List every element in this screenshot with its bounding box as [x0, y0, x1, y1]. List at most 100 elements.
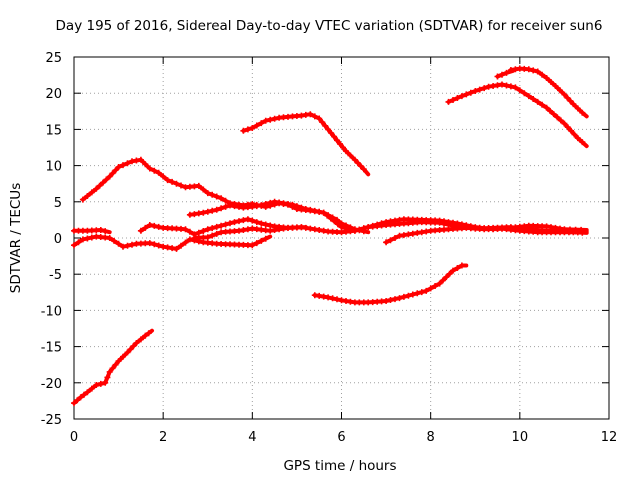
x-tick-label: 6 — [337, 430, 345, 445]
data-point — [253, 122, 260, 129]
data-point — [178, 242, 184, 249]
data-point — [530, 67, 537, 74]
x-tick-label: 12 — [601, 430, 618, 445]
data-point — [383, 239, 390, 246]
data-point — [151, 241, 158, 248]
data-point — [340, 144, 346, 151]
data-point — [458, 262, 465, 269]
data-point — [151, 222, 158, 229]
data-point — [338, 224, 345, 231]
data-point — [557, 87, 563, 94]
series-track-h — [240, 111, 371, 177]
data-point — [186, 236, 193, 243]
data-point — [109, 365, 116, 372]
data-point — [236, 218, 242, 225]
data-point — [137, 156, 144, 163]
data-point — [115, 358, 122, 365]
data-point — [365, 224, 372, 231]
y-tick-label: 15 — [45, 123, 62, 138]
data-point — [231, 219, 238, 226]
data-point — [267, 222, 274, 229]
data-point — [120, 243, 126, 250]
data-point — [472, 88, 479, 94]
data-point — [494, 73, 501, 80]
data-point — [331, 218, 338, 225]
data-point — [88, 385, 95, 392]
data-point — [360, 225, 367, 232]
data-point — [463, 91, 470, 98]
data-point — [200, 186, 207, 193]
data-point — [383, 298, 390, 304]
data-point — [334, 221, 341, 228]
data-point — [396, 295, 403, 302]
data-point — [104, 374, 111, 381]
data-point — [307, 206, 314, 213]
data-point — [222, 197, 229, 204]
data-point — [100, 179, 106, 186]
data-point — [102, 228, 109, 235]
data-point — [222, 203, 229, 210]
data-point — [392, 235, 398, 241]
data-point — [204, 234, 211, 241]
data-point — [320, 209, 327, 216]
data-point — [534, 68, 541, 75]
data-point — [293, 203, 300, 210]
data-point — [343, 148, 349, 155]
y-tick-label: -15 — [41, 341, 62, 356]
data-point — [570, 101, 577, 108]
data-point — [124, 242, 131, 249]
data-point — [164, 177, 171, 184]
data-point — [200, 228, 207, 234]
data-point — [115, 240, 122, 247]
data-point — [311, 113, 318, 120]
data-point — [327, 215, 334, 222]
data-point — [561, 91, 568, 98]
data-point — [387, 237, 394, 244]
data-point — [516, 87, 523, 94]
data-point — [512, 84, 519, 91]
data-point — [311, 207, 318, 214]
y-tick-label: -10 — [41, 304, 62, 319]
data-point — [244, 126, 251, 133]
data-point — [146, 240, 153, 247]
data-point — [227, 220, 233, 227]
data-point — [103, 176, 110, 183]
data-point — [253, 240, 260, 247]
data-point — [552, 83, 559, 89]
data-point — [298, 224, 305, 231]
y-tick-label: -5 — [49, 268, 62, 283]
data-point — [71, 400, 77, 407]
data-point — [579, 229, 586, 236]
data-point — [262, 221, 269, 228]
data-point — [124, 349, 131, 356]
data-point — [209, 225, 216, 232]
data-point — [142, 161, 149, 168]
data-point — [499, 71, 505, 78]
x-tick-label: 2 — [159, 430, 167, 445]
data-point — [334, 296, 340, 303]
data-point — [298, 204, 305, 211]
data-point — [267, 116, 274, 123]
data-point — [106, 368, 113, 375]
data-point — [74, 397, 81, 404]
data-point — [258, 237, 265, 244]
data-point — [337, 140, 343, 147]
x-tick-label: 8 — [427, 430, 435, 445]
y-tick-label: 25 — [45, 51, 62, 66]
data-point — [574, 105, 581, 112]
data-point — [378, 220, 385, 227]
data-point — [550, 111, 557, 118]
series-track-l — [507, 65, 589, 119]
y-tick-label: 20 — [45, 87, 62, 102]
y-axis-label: SDTVAR / TECUs — [8, 183, 24, 293]
data-point — [160, 173, 167, 180]
data-point — [329, 295, 336, 302]
data-point — [173, 245, 180, 252]
data-point — [209, 191, 216, 198]
data-point — [258, 220, 265, 227]
data-point — [262, 235, 269, 242]
data-point — [93, 382, 100, 388]
data-point — [115, 164, 122, 170]
data-point — [557, 117, 564, 124]
data-point — [120, 353, 126, 360]
